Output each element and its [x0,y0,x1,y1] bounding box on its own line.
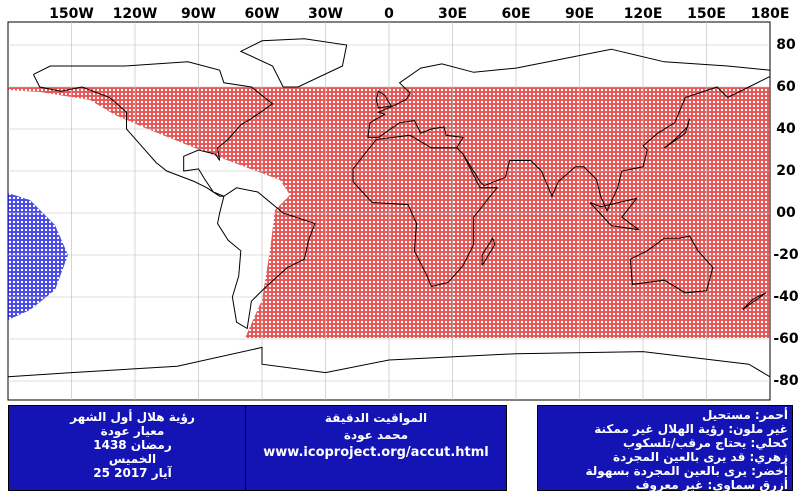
lat-label: 80 [776,37,796,53]
legend: أحمر: مستحيل غير ملون: رؤية الهلال غير م… [537,405,793,492]
lat-label: -20 [773,247,799,263]
lon-label: 30W [308,6,343,22]
url[interactable]: www.icoproject.org/accut.html [263,445,489,460]
coastline [352,134,498,288]
lon-label: 90E [565,6,594,22]
lon-label: 60E [501,6,530,22]
lat-label: 00 [776,205,796,221]
legend-item: كحلي: يحتاج مرقب/تلسكوب [622,436,788,450]
lon-label: 0 [384,6,394,22]
legend-item: أزرق سماوي: غير معروف [635,478,788,492]
coastline [589,197,640,231]
legend-item: أحمر: مستحيل [701,408,788,422]
lat-label: 60 [776,79,796,95]
coastline [742,292,767,311]
axis-labels: 150W 120W 90W 60W 30W 0 30E 60E 90E 120E 150E 180E 8… [49,6,799,389]
lat-label: 20 [776,163,796,179]
coastline [663,118,691,149]
lat-label: 40 [776,121,796,137]
coastline [481,237,496,266]
graticule [8,22,770,400]
heading: المواقيت الدقيقة [324,411,428,425]
lon-label: 30E [438,6,467,22]
lon-label: 150E [687,6,726,22]
info-left: رؤية هلال أول الشهر معيار عودة رمضان 143… [8,405,257,491]
lon-label: 120E [624,6,663,22]
title: رؤية هلال أول الشهر [70,410,195,424]
month: رمضان 1438 [93,438,172,452]
coastline [239,38,348,88]
lat-label: -60 [773,331,799,347]
coastline [217,187,316,330]
info-middle: المواقيت الدقيقة محمد عودة www.icoprojec… [245,405,507,491]
coastline [375,90,392,109]
lon-label: 150W [49,6,94,22]
legend-item: غير ملون: رؤية الهلال غير ممكنة [594,422,788,436]
coastlines [7,38,771,378]
lon-label: 60W [245,6,280,22]
coastline [32,61,274,197]
lon-label: 120W [113,6,158,22]
legend-item: أخضر: يرى بالعين المجردة بسهولة [585,464,788,478]
lat-label: -40 [773,289,799,305]
legend-item: زهري: قد يرى بالعين المجردة [613,450,788,464]
map: 150W 120W 90W 60W 30W 0 30E 60E 90E 120E 150E 180E 8… [7,6,799,401]
lon-label: 180E [751,6,790,22]
criterion: معيار عودة [100,424,165,438]
coastline [629,235,714,294]
lon-label: 90W [181,6,216,22]
coastline [367,48,771,213]
coastline [7,346,771,378]
weekday: الخميس [108,452,157,466]
telescope-zone [8,193,68,320]
date: 25 آيار 2017 [93,466,172,480]
lat-label: -80 [773,373,799,389]
author: محمد عودة [343,428,409,442]
